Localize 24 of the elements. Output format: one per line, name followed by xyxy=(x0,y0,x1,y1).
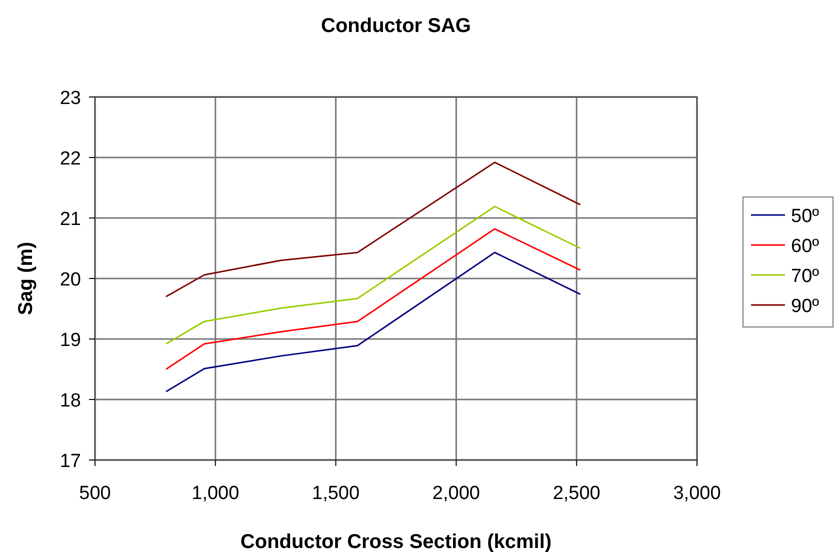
x-tick-label: 2,000 xyxy=(432,483,480,504)
y-tick-label: 20 xyxy=(60,270,81,290)
x-tick-label: 1,000 xyxy=(192,483,240,504)
y-tick-label: 17 xyxy=(60,451,81,472)
y-tick-label: 23 xyxy=(60,88,81,109)
legend-label: 90º xyxy=(791,296,820,317)
line-series xyxy=(165,228,581,370)
x-axis-title: Conductor Cross Section (kcmil) xyxy=(240,531,552,552)
y-tick-label: 22 xyxy=(60,148,81,170)
legend-label: 60º xyxy=(791,236,820,257)
x-tick-label: 1,500 xyxy=(312,483,360,504)
line-series xyxy=(165,206,581,345)
y-tick-label: 18 xyxy=(60,390,81,412)
line-series xyxy=(165,252,581,392)
y-tick-label: 21 xyxy=(60,209,81,230)
x-tick-label: 2,500 xyxy=(552,483,600,504)
line-series xyxy=(165,162,581,298)
legend-label: 70º xyxy=(791,266,820,287)
x-tick-label: 500 xyxy=(79,483,111,504)
x-tick-label: 3,000 xyxy=(673,483,721,504)
legend-label: 50º xyxy=(791,206,820,227)
y-axis-title: Sag (m) xyxy=(15,242,37,316)
y-tick-label: 19 xyxy=(60,330,81,351)
chart-title: Conductor SAG xyxy=(321,15,471,37)
